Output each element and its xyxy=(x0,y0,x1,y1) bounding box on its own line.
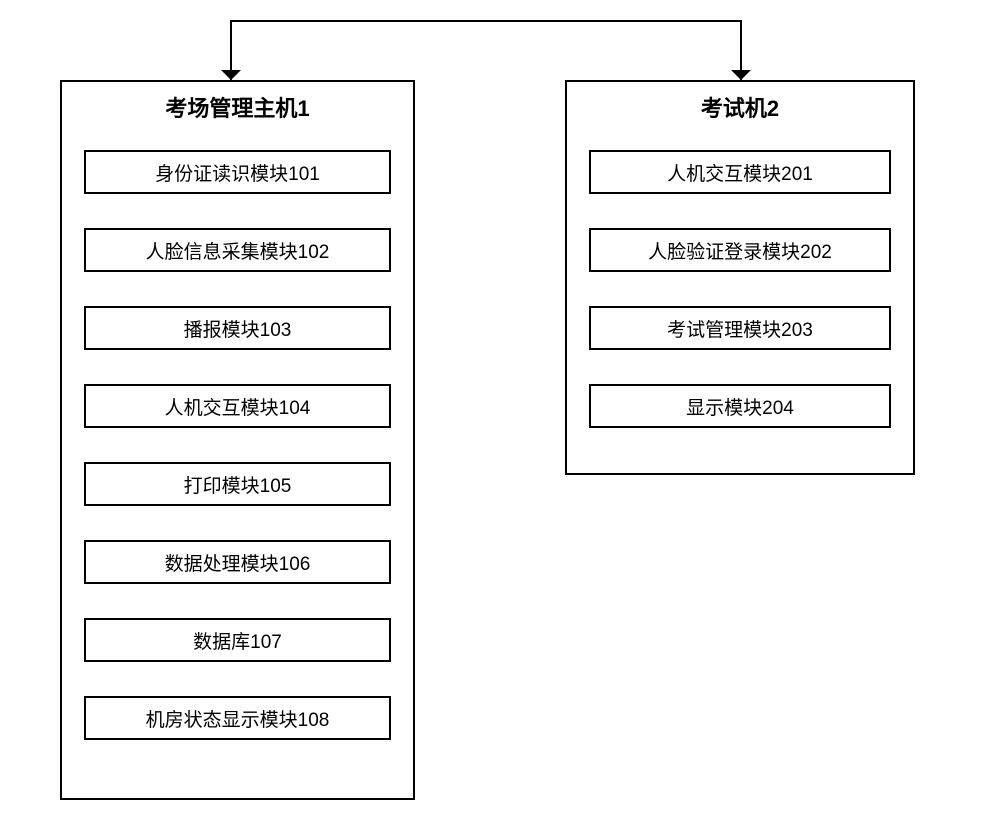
module-item: 人机交互模块201 xyxy=(589,150,891,194)
module-item: 人脸信息采集模块102 xyxy=(84,228,391,272)
module-item: 考试管理模块203 xyxy=(589,306,891,350)
module-item: 身份证读识模块101 xyxy=(84,150,391,194)
module-item: 播报模块103 xyxy=(84,306,391,350)
module-item: 人机交互模块104 xyxy=(84,384,391,428)
module-item: 机房状态显示模块108 xyxy=(84,696,391,740)
connector-horizontal xyxy=(230,20,742,22)
module-item: 人脸验证登录模块202 xyxy=(589,228,891,272)
node-host2: 考试机2 人机交互模块201 人脸验证登录模块202 考试管理模块203 显示模块204 xyxy=(565,80,915,475)
module-item: 显示模块204 xyxy=(589,384,891,428)
node-title: 考试机2 xyxy=(567,96,913,136)
module-item: 打印模块105 xyxy=(84,462,391,506)
module-item: 数据处理模块106 xyxy=(84,540,391,584)
node-title: 考场管理主机1 xyxy=(62,96,413,136)
connector-arrowhead xyxy=(221,70,241,80)
node-host1: 考场管理主机1 身份证读识模块101 人脸信息采集模块102 播报模块103 人机交互模… xyxy=(60,80,415,800)
connector-arrowhead xyxy=(731,70,751,80)
module-item: 数据库107 xyxy=(84,618,391,662)
